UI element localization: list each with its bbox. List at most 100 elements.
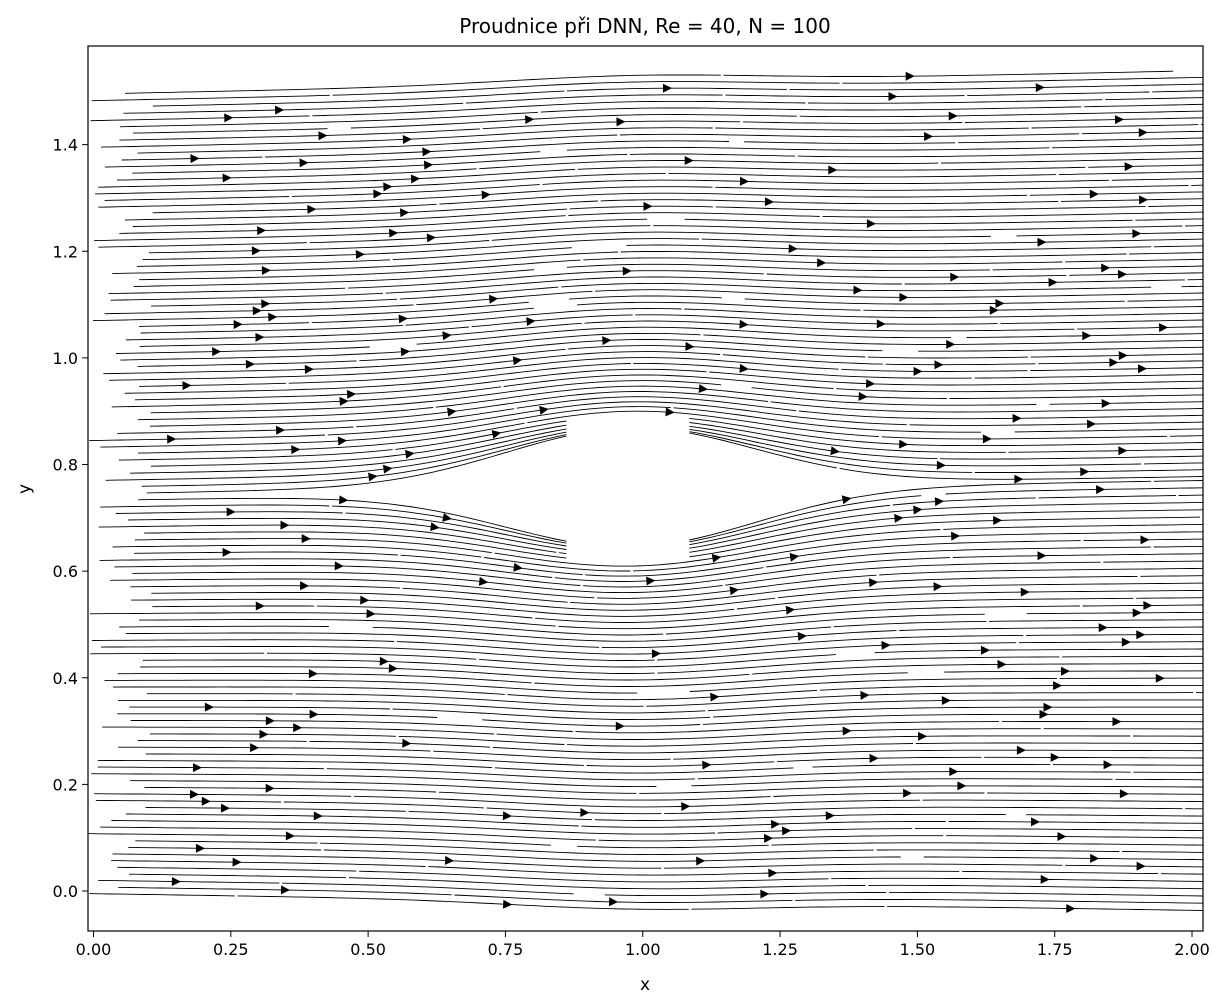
streamline <box>130 585 400 589</box>
streamline-arrow <box>1132 608 1142 618</box>
streamline <box>558 605 1080 630</box>
streamline <box>868 884 1203 890</box>
streamline <box>773 792 985 797</box>
streamline <box>1016 231 1203 237</box>
streamline-arrow <box>388 228 399 238</box>
streamline-arrow <box>307 204 317 214</box>
streamline <box>752 663 1203 675</box>
streamline <box>112 544 482 558</box>
streamline <box>117 673 532 684</box>
streamline <box>471 314 633 328</box>
streamline-arrow <box>702 760 712 770</box>
streamline <box>439 192 1028 205</box>
streamline <box>132 208 568 227</box>
streamline-arrow <box>842 726 852 736</box>
streamline-arrow <box>222 547 232 557</box>
streamline <box>633 531 1203 572</box>
streamline <box>134 551 398 556</box>
streamline <box>111 820 716 835</box>
streamline <box>1008 448 1203 453</box>
streamline <box>139 322 582 347</box>
streamline-arrow <box>189 789 199 799</box>
streamline <box>707 699 1203 712</box>
streamline <box>348 877 866 890</box>
streamline <box>118 746 431 752</box>
streamline-arrow <box>261 265 271 275</box>
streamline <box>723 70 1174 77</box>
streamline <box>494 767 794 774</box>
streamline-arrow <box>782 826 792 836</box>
streamline-arrow <box>259 729 269 739</box>
y-tick-label: 0.8 <box>53 456 78 475</box>
streamline-arrow <box>995 298 1005 308</box>
streamline-arrow <box>245 359 255 369</box>
streamline-arrow <box>1090 853 1100 863</box>
streamline <box>356 408 515 428</box>
streamline <box>347 270 764 289</box>
streamline-arrow <box>488 294 499 304</box>
streamline <box>1153 245 1203 248</box>
streamline-arrow <box>825 811 835 821</box>
streamline <box>836 387 1203 393</box>
streamline <box>1038 360 1203 365</box>
x-tick-label: 1.25 <box>762 940 798 959</box>
streamline <box>570 575 1138 605</box>
streamline <box>119 625 329 628</box>
streamline-arrow <box>580 807 590 817</box>
streamline <box>503 374 834 389</box>
streamline <box>117 866 357 872</box>
streamline-arrow <box>646 576 656 586</box>
streamline <box>99 558 553 578</box>
streamline <box>657 656 1060 674</box>
streamline-arrow <box>334 561 344 571</box>
streamlines-group <box>88 70 1203 911</box>
y-tick-label: 1.0 <box>53 349 78 368</box>
streamline <box>867 356 1029 359</box>
streamline <box>1030 353 1203 358</box>
streamline-arrow <box>204 702 214 712</box>
streamline-arrow <box>1136 861 1146 871</box>
streamline <box>326 768 696 781</box>
streamline <box>1026 814 1203 817</box>
streamline-arrow <box>257 226 267 236</box>
streamline-arrow <box>1137 364 1147 374</box>
streamline-arrow <box>1118 446 1128 456</box>
streamline <box>799 110 1203 118</box>
streamline-arrow <box>346 389 357 399</box>
streamline-arrow <box>275 425 286 435</box>
streamline-arrow <box>339 495 349 505</box>
streamline <box>454 894 793 903</box>
streamline-arrow <box>894 513 904 523</box>
streamline <box>145 807 406 812</box>
streamline <box>595 289 1203 298</box>
streamline <box>132 571 723 594</box>
streamline-arrow <box>997 659 1007 669</box>
streamline <box>112 251 619 275</box>
streamline-arrow <box>1030 817 1040 827</box>
streamline <box>98 186 713 208</box>
streamline <box>584 320 1075 332</box>
streamline-arrow <box>858 391 868 401</box>
streamline <box>116 168 477 181</box>
streamline-arrow <box>1037 237 1047 247</box>
streamline <box>125 74 721 94</box>
streamline-arrow <box>934 497 944 507</box>
streamline <box>585 540 1081 577</box>
streamline <box>822 211 1203 218</box>
streamline <box>91 773 657 788</box>
streamline-arrow <box>936 460 946 470</box>
streamline <box>134 368 707 401</box>
streamline-arrow <box>797 631 807 641</box>
streamline <box>874 648 1203 654</box>
streamline-arrow <box>400 347 410 357</box>
streamline-arrow <box>949 767 959 777</box>
streamline <box>125 632 600 648</box>
streamline <box>604 891 887 897</box>
streamline-arrow <box>982 434 992 444</box>
streamline-arrow <box>167 434 177 444</box>
streamline <box>586 761 775 767</box>
streamline-arrow <box>1016 745 1026 755</box>
streamline <box>665 613 985 635</box>
streamline-arrow <box>1087 419 1097 429</box>
streamline <box>104 679 638 694</box>
